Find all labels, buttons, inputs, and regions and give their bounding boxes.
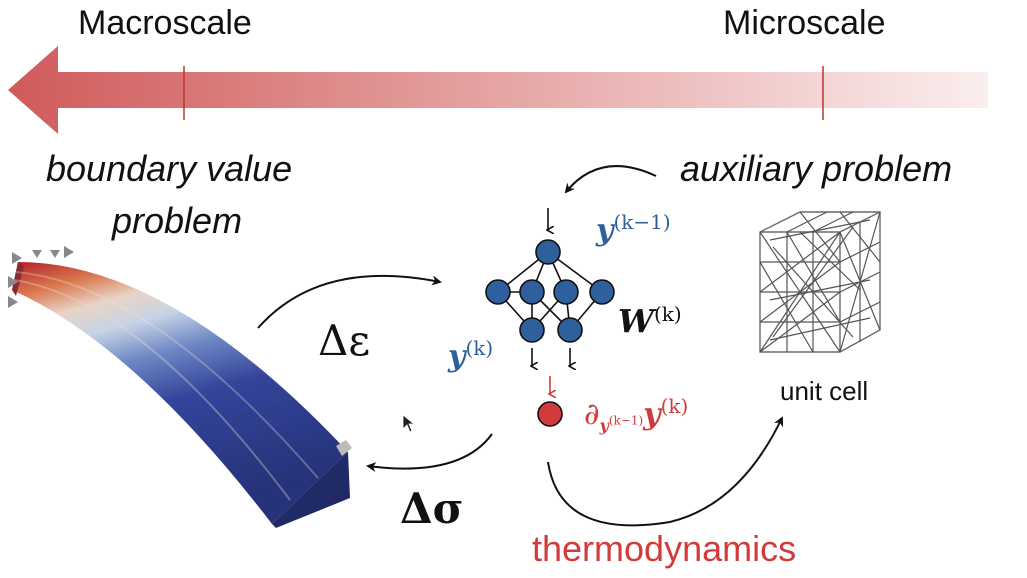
nn-nodes <box>485 239 615 343</box>
derivative-node <box>537 401 563 427</box>
beam-model <box>8 246 352 528</box>
mouse-cursor-icon <box>402 414 416 433</box>
stress-flow-arrow <box>366 433 493 472</box>
thermodynamics-flow-arrow <box>547 416 784 527</box>
nn-weights-superscript: (k) <box>653 302 682 326</box>
nn-node <box>485 279 511 305</box>
thermodynamics-label: thermodynamics <box>532 528 797 569</box>
derivative-target: y <box>643 397 661 432</box>
nn-node <box>535 239 561 265</box>
strain-increment-label: Δε <box>318 316 370 365</box>
auxiliary-problem-label: auxiliary problem <box>680 148 953 189</box>
nn-node <box>557 317 583 343</box>
load-marker <box>336 440 352 456</box>
stress-increment-text: Δσ <box>400 484 464 533</box>
scale-arrow <box>8 46 988 134</box>
nn-input-symbol: y <box>448 339 466 374</box>
nn-node <box>553 279 579 305</box>
unit-cell-lattice <box>759 211 881 353</box>
nn-weights-symbol: W <box>618 302 654 341</box>
nn-node <box>519 317 545 343</box>
derivative-subscript-superscript: (k−1) <box>608 413 644 428</box>
boundary-value-label-line2: problem <box>112 200 243 241</box>
unit-cell-label: unit cell <box>780 376 869 406</box>
stress-increment-label: Δσ <box>400 484 464 533</box>
microscale-label: Microscale <box>723 4 886 42</box>
nn-node <box>589 279 615 305</box>
nn-weights-label: W(k) <box>618 302 682 341</box>
derivative-target-superscript: (k) <box>660 394 689 418</box>
derivative-subscript: y <box>599 416 609 435</box>
nn-output-symbol: y <box>596 213 614 248</box>
nn-input-label: y(k) <box>448 336 493 374</box>
derivative-symbol: ∂ <box>584 397 600 432</box>
auxiliary-flow-arrow <box>564 165 657 194</box>
boundary-markers <box>8 246 74 308</box>
boundary-value-label-line1: boundary value <box>46 148 293 189</box>
macroscale-label: Macroscale <box>78 4 252 42</box>
nn-output-superscript: (k−1) <box>613 210 671 234</box>
neural-network <box>485 208 615 427</box>
nn-input-superscript: (k) <box>465 336 494 360</box>
strain-flow-arrow <box>257 274 442 329</box>
nn-output-label: y(k−1) <box>596 210 671 248</box>
derivative-label: ∂y(k−1)y(k) <box>584 394 688 435</box>
nn-node <box>519 279 545 305</box>
strain-increment-text: Δε <box>318 316 371 365</box>
